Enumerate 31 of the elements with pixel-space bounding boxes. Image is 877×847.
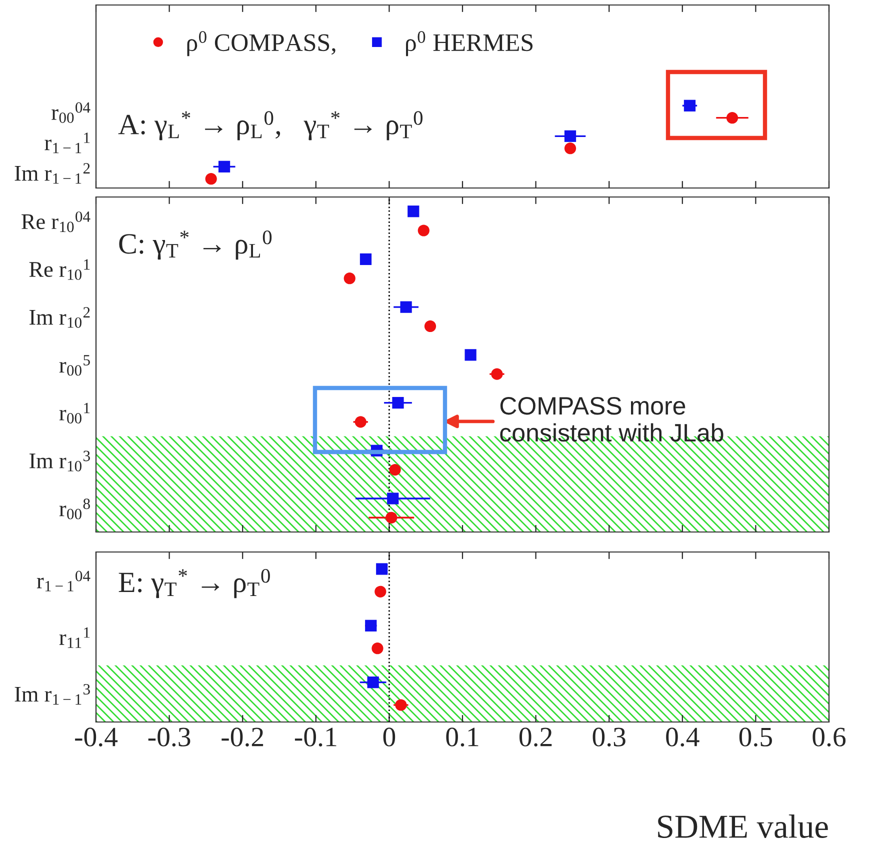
x-tick-label: -0.2: [222, 728, 264, 747]
x-tick-label: 0: [383, 728, 396, 746]
x-tick-label: 0.2: [520, 728, 552, 747]
x-tick-label: 0.4: [666, 728, 700, 747]
x-tick-label: -0.4: [75, 728, 118, 747]
x-tick-label: -0.3: [148, 728, 190, 747]
x-tick-label: 0.5: [739, 728, 772, 747]
y-tick-label: Im r$_{1−1}$$^{3}$: [14, 684, 90, 705]
annotation: COMPASS more consistent with JLab: [500, 396, 724, 442]
y-tick-label: Im r$_{1−1}$$^{2}$: [14, 163, 90, 184]
y-tick-label: r$_{1−1}$$^{04}$: [36, 570, 90, 592]
x-axis-title: SDME value: [658, 814, 828, 838]
text: C: γ$_{T}$$^{*}$ → ρ$_{L}$$^{0}$: [119, 230, 272, 260]
y-tick-label: Re r$_{10}$$^{04}$: [22, 211, 90, 232]
x-tick-label: 0.6: [812, 728, 846, 747]
x-tick-label: 0.1: [446, 728, 478, 747]
y-tick-label: r$_{00}$$^{04}$: [52, 102, 90, 123]
y-tick-label: r$_{00}$$^{5}$: [59, 355, 90, 376]
y-tick-label: Re r$_{10}$$^{1}$: [29, 259, 90, 280]
y-tick-label: r$_{11}$$^{1}$: [59, 627, 90, 648]
text: E: γ$_{T}$$^{*}$ → ρ$_{T}$$^{0}$: [118, 569, 270, 598]
legend-label: ρ$^{0}$ HERMES: [406, 31, 533, 56]
y-tick-label: r$_{1−1}$$^{1}$: [44, 132, 90, 154]
y-tick-label: Im r$_{10}$$^{2}$: [29, 307, 90, 328]
y-tick-label: r$_{00}$$^{1}$: [59, 402, 90, 424]
x-tick-label: 0.3: [592, 728, 626, 747]
y-tick-label: r$_{00}$$^{8}$: [59, 498, 90, 520]
chart-title: A: γ$_{L}$$^{*}$ → ρ$_{L}$$^{0}$, γ$_{T}$$^{*}$ → ρ$_{T}$$^{0}$: [118, 111, 423, 140]
x-tick-label: -0.1: [294, 728, 336, 747]
y-tick-label: Im r$_{10}$$^{3}$: [29, 450, 90, 472]
legend-label: ρ$^{0}$ COMPASS,: [187, 31, 336, 56]
